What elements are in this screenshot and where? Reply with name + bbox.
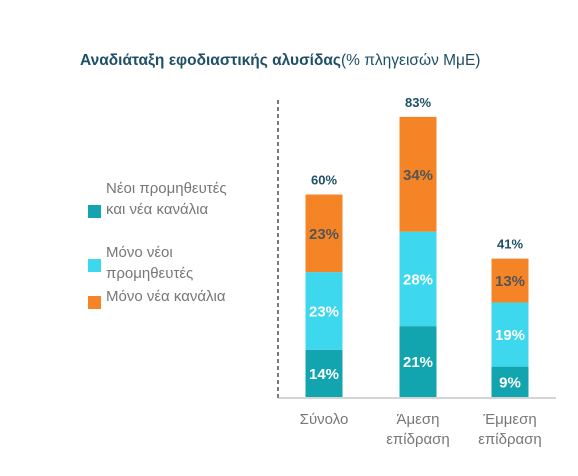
legend-swatch — [88, 205, 101, 218]
legend-label: Μόνο νέα κανάλια — [106, 288, 226, 305]
bar-segment — [305, 349, 343, 397]
bar-segment — [491, 302, 529, 367]
data-label: 13% — [495, 273, 525, 290]
legend-label: Νέοι προμηθευτές και νέα κανάλια — [106, 180, 227, 218]
total-label: 60% — [311, 173, 337, 188]
chart-title: Αναδιάταξη εφοδιαστικής αλυσίδας(% πληγε… — [80, 50, 480, 71]
bar-segment — [399, 326, 437, 397]
total-label: 83% — [405, 95, 431, 110]
bar-segment — [305, 272, 343, 350]
category-label: Έμμεση — [482, 411, 536, 428]
total-label: 41% — [497, 237, 523, 252]
category-label: επίδραση — [478, 431, 542, 448]
bar-segment — [491, 366, 529, 397]
chart-title-normal: (% πληγεισών ΜμΕ) — [340, 52, 481, 69]
chart-title-bold: Αναδιάταξη εφοδιαστικής αλυσίδας — [80, 52, 341, 69]
data-label: 14% — [309, 366, 339, 383]
bar-segment — [305, 194, 343, 273]
data-label: 9% — [499, 374, 521, 391]
data-label: 23% — [309, 303, 339, 320]
bar-segment — [491, 258, 529, 303]
legend-swatch — [88, 296, 101, 309]
data-label: 19% — [495, 327, 525, 344]
legend-swatch — [88, 259, 101, 272]
data-label: 23% — [309, 226, 339, 243]
bar-segment — [399, 116, 437, 232]
data-label: 34% — [403, 167, 433, 184]
category-label: Άμεση — [397, 411, 440, 428]
data-label: 21% — [403, 354, 433, 371]
bar-segment — [399, 231, 437, 327]
legend-label: Μόνο νέοι προμηθευτές — [106, 244, 194, 282]
category-label: Σύνολο — [300, 411, 349, 428]
data-label: 28% — [403, 271, 433, 288]
category-label: επίδραση — [386, 431, 450, 448]
